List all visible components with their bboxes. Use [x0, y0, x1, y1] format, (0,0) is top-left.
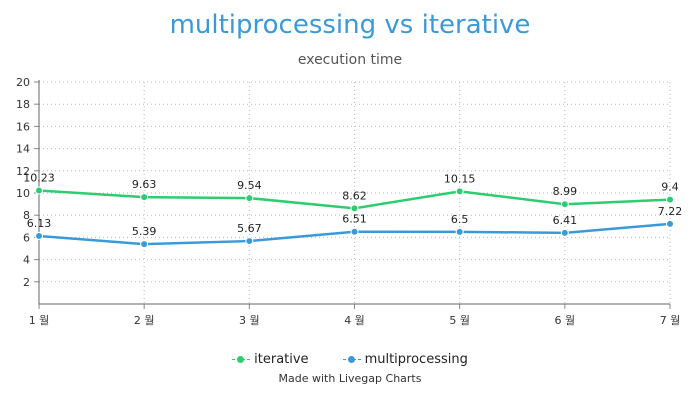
y-tick-label: 20: [16, 76, 30, 89]
y-tick-label: 4: [23, 254, 30, 267]
x-tick-label: 1 월: [29, 314, 50, 327]
y-tick-label: 6: [23, 231, 30, 244]
chart-title: multiprocessing vs iterative: [169, 10, 531, 40]
data-label-iterative: 9.54: [237, 179, 262, 192]
data-point-multiprocessing: [666, 219, 674, 228]
data-point-multiprocessing: [35, 231, 43, 240]
x-tick-label: 4 월: [344, 314, 365, 327]
y-tick-label: 18: [16, 98, 30, 111]
data-point-iterative: [140, 193, 149, 202]
x-tick-label: 5 월: [449, 314, 470, 327]
y-tick-label: 2: [23, 276, 30, 289]
data-label-multiprocessing: 7.22: [658, 205, 683, 218]
data-label-multiprocessing: 6.13: [27, 217, 52, 230]
legend-item-multiprocessing[interactable]: multiprocessing: [342, 352, 468, 367]
data-label-iterative: 10.15: [444, 172, 476, 185]
x-tick-label: 6 월: [555, 314, 576, 327]
data-point-iterative: [245, 194, 254, 203]
data-point-multiprocessing: [455, 227, 464, 236]
data-label-iterative: 8.62: [342, 189, 367, 202]
y-tick-label: 12: [16, 165, 30, 178]
legend: iterative multiprocessing: [0, 352, 700, 367]
data-point-iterative: [560, 200, 569, 209]
data-point-iterative: [455, 187, 464, 196]
data-label-iterative: 10.23: [23, 171, 55, 184]
data-label-iterative: 8.99: [553, 185, 578, 198]
data-point-iterative: [666, 195, 674, 204]
data-label-multiprocessing: 6.41: [553, 214, 578, 227]
data-point-iterative: [350, 204, 359, 213]
x-tick-label: 7 월: [660, 314, 681, 327]
data-label-multiprocessing: 6.5: [451, 213, 469, 226]
legend-label-multiprocessing: multiprocessing: [364, 352, 468, 367]
data-point-multiprocessing: [140, 240, 149, 249]
x-tick-label: 3 월: [239, 314, 260, 327]
line-chart: 2 4 6 8 10 12 14 16 18 20 1 월 2 월 3 월 4 월 5 월 6 월 7 월 10.…: [16, 76, 683, 327]
y-tick-label: 14: [16, 143, 30, 156]
legend-item-iterative[interactable]: iterative: [232, 352, 309, 367]
data-point-multiprocessing: [350, 227, 359, 236]
legend-label-iterative: iterative: [254, 352, 309, 367]
legend-swatch-iterative: [232, 355, 251, 365]
x-tick-label: 2 월: [134, 314, 155, 327]
data-label-multiprocessing: 5.39: [132, 225, 157, 238]
y-tick-label: 8: [23, 209, 30, 222]
y-tick-label: 16: [16, 120, 30, 133]
data-label-multiprocessing: 5.67: [237, 222, 262, 235]
legend-swatch-multiprocessing: [342, 355, 361, 365]
chart-subtitle: execution time: [297, 52, 403, 68]
data-point-multiprocessing: [560, 228, 569, 237]
y-tick-label: 10: [16, 187, 30, 200]
data-label-multiprocessing: 6.51: [342, 213, 367, 226]
data-point-iterative: [35, 186, 43, 195]
data-label-iterative: 9.4: [661, 181, 679, 194]
data-point-multiprocessing: [245, 237, 254, 246]
data-label-iterative: 9.63: [132, 178, 157, 191]
footer-credit: Made with Livegap Charts: [278, 372, 422, 385]
